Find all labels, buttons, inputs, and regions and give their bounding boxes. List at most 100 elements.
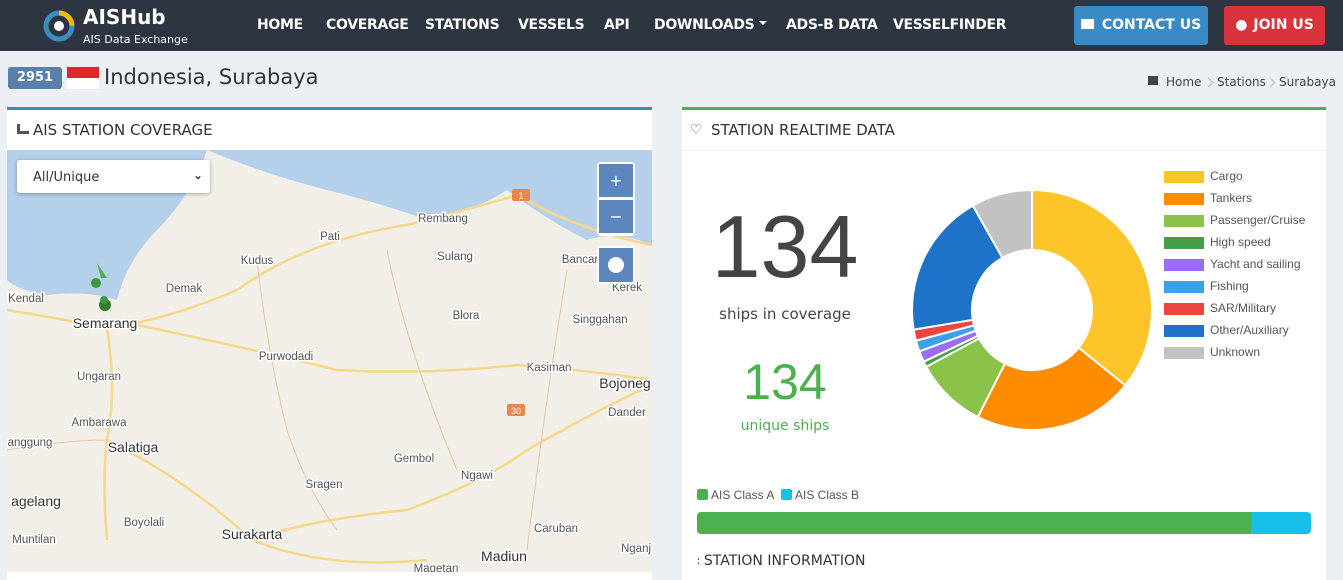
map-label: Pati xyxy=(320,231,340,243)
map-label: Kendal xyxy=(8,293,44,305)
flag xyxy=(67,67,99,78)
navbar: AISHub AIS Data Exchange CONTACT US ● JOI… xyxy=(0,0,1343,51)
panel-title: AIS STATION COVERAGE xyxy=(33,121,213,139)
map-label: Demak xyxy=(166,283,203,295)
legend-label: AIS Class B xyxy=(795,488,860,502)
legend-swatch xyxy=(697,489,708,500)
contact-button[interactable]: CONTACT US xyxy=(1074,6,1208,45)
map-label: Madiun xyxy=(481,548,527,564)
breadcrumb-separator xyxy=(1203,77,1214,88)
nav-link[interactable]: COVERAGE xyxy=(326,17,409,33)
nav-link[interactable]: DOWNLOADS xyxy=(654,17,768,33)
map-label: Singgahan xyxy=(573,314,628,326)
map: Rembang Pati Kudus Demak Sulang Bancar Kerek Ke… xyxy=(7,150,652,572)
join-button[interactable]: ● JOIN US xyxy=(1224,6,1325,45)
legend-swatch[interactable] xyxy=(1164,193,1204,205)
map-label: Muntilan xyxy=(12,534,55,546)
nav-link[interactable]: HOME xyxy=(257,17,303,33)
legend-swatch[interactable] xyxy=(1164,325,1204,337)
donut-slice[interactable] xyxy=(971,188,1033,260)
map-label: Ngawi xyxy=(461,470,493,482)
breadcrumb-item[interactable]: Stations xyxy=(1217,75,1266,89)
donut-chart xyxy=(911,188,1153,431)
nav-link[interactable]: STATIONS xyxy=(425,17,500,33)
legend-swatch[interactable] xyxy=(1164,259,1204,271)
map-label: agelang xyxy=(11,493,61,509)
road-shield xyxy=(512,189,530,201)
legend-swatch[interactable] xyxy=(1164,303,1204,315)
logo-icon xyxy=(43,10,75,42)
legend-label: High speed xyxy=(1210,235,1271,249)
legend-swatch[interactable] xyxy=(1164,237,1204,249)
map-label: Bojoneg xyxy=(599,375,650,391)
realtime-panel xyxy=(682,107,1326,580)
map-label: Salatiga xyxy=(108,439,159,455)
donut-slice[interactable] xyxy=(911,204,1004,331)
legend-label: Fishing xyxy=(1210,279,1249,293)
nav-link[interactable]: VESSELS xyxy=(518,17,585,33)
divider xyxy=(682,150,1326,151)
vessel-marker[interactable] xyxy=(97,263,107,278)
legend-label: Yacht and sailing xyxy=(1210,257,1301,271)
donut-slice[interactable] xyxy=(976,346,1127,431)
legend-label: Passenger/Cruise xyxy=(1210,213,1306,227)
bar-segment xyxy=(697,512,1252,534)
legend-label: Unknown xyxy=(1210,345,1261,359)
heart-icon: ♡ xyxy=(690,122,703,138)
map-label: Kasiman xyxy=(527,362,572,374)
unique-count: 134 xyxy=(743,354,827,410)
map-label: Semarang xyxy=(73,315,138,331)
home-icon xyxy=(1148,76,1158,85)
breadcrumb-separator xyxy=(1265,77,1276,88)
logo-tagline: AIS Data Exchange xyxy=(83,33,188,46)
map-label: Purwodadi xyxy=(259,351,313,363)
legend-swatch[interactable] xyxy=(1164,281,1204,293)
map-label: anggung xyxy=(8,437,53,449)
vessel-marker[interactable] xyxy=(100,296,108,304)
nav-link[interactable]: ADS-B DATA xyxy=(786,17,878,33)
breadcrumb-item[interactable]: Home xyxy=(1166,75,1202,89)
map-label: Blora xyxy=(453,310,480,322)
map-label: Magetan xyxy=(414,563,459,572)
road-shield-label: 1 xyxy=(518,191,523,201)
map-label: Surakarta xyxy=(222,526,283,542)
map-label: Ungaran xyxy=(77,371,121,383)
legend-swatch[interactable] xyxy=(1164,347,1204,359)
nav-link[interactable]: API xyxy=(604,17,630,33)
station-id: 2951 xyxy=(8,67,62,89)
map-label: Sragen xyxy=(305,479,342,491)
map-label: Nganj xyxy=(621,543,651,555)
filter-select[interactable]: All/Unique ⌄ xyxy=(17,160,210,193)
panel-title: STATION REALTIME DATA xyxy=(711,121,895,139)
zoom-in[interactable]: + xyxy=(599,164,633,197)
map-label: Rembang xyxy=(418,213,468,225)
legend-swatch[interactable] xyxy=(1164,215,1204,227)
map-label: Bancar xyxy=(562,254,599,266)
section-title: ∶ STATION INFORMATION xyxy=(697,553,866,569)
legend-swatch[interactable] xyxy=(1164,171,1204,183)
zoom-control: + − xyxy=(597,162,635,236)
zoom-out[interactable]: − xyxy=(599,200,633,233)
ships-count: 134 xyxy=(711,197,859,296)
ships-label: ships in coverage xyxy=(719,305,851,323)
map-label: Boyolali xyxy=(124,517,164,529)
map-label: Sulang xyxy=(437,251,473,263)
legend-label: Other/Auxiliary xyxy=(1210,323,1289,337)
road-shield xyxy=(507,404,525,416)
info-title: STATION INFORMATION xyxy=(703,553,866,569)
nav-link[interactable]: VESSELFINDER xyxy=(893,17,1007,33)
map-label: Gembol xyxy=(394,453,434,465)
map-label: Kudus xyxy=(241,255,274,267)
legend-label: AIS Class A xyxy=(711,488,775,502)
road-shield-label: 30 xyxy=(511,406,521,416)
map-label: Caruban xyxy=(534,523,578,535)
rss-icon xyxy=(17,124,29,134)
logo-text[interactable]: AISHub xyxy=(83,5,166,29)
donut-slice[interactable] xyxy=(1031,188,1153,387)
bar-segment xyxy=(1251,512,1311,534)
locate-control[interactable] xyxy=(597,246,635,284)
flag xyxy=(67,78,99,89)
vessel-marker[interactable] xyxy=(91,278,101,288)
filter-value: All/Unique xyxy=(33,170,100,185)
page-title: Indonesia, Surabaya xyxy=(104,65,319,89)
